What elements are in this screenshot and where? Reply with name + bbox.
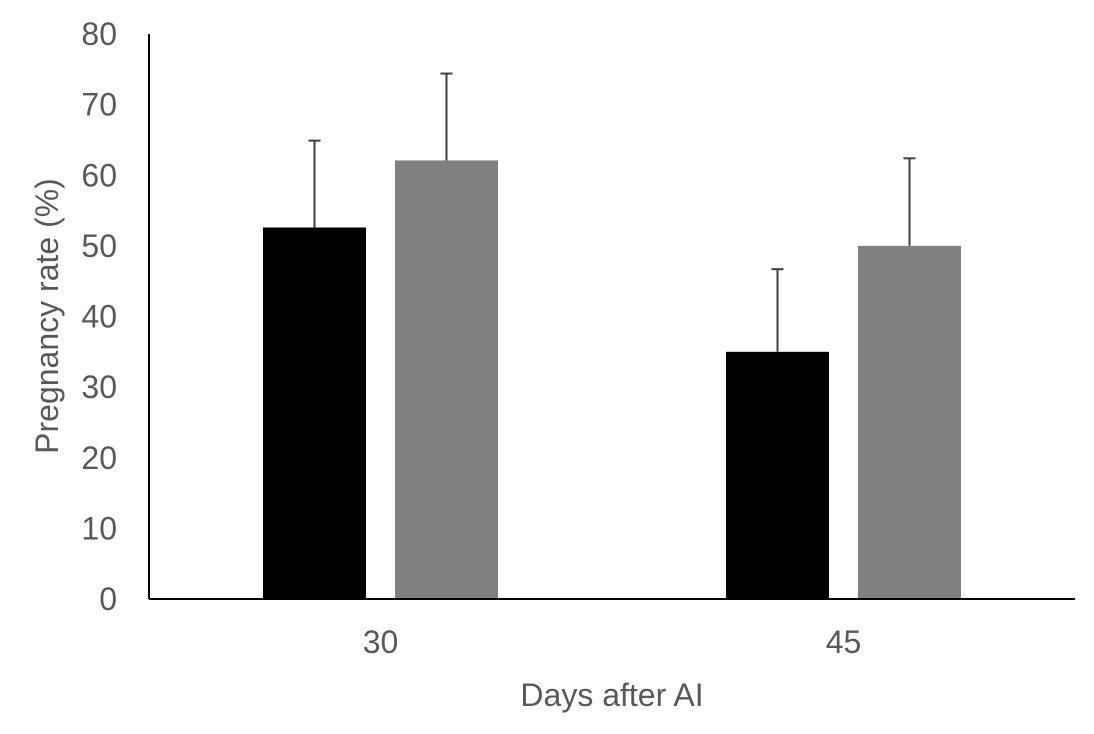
error-bars bbox=[308, 72, 916, 352]
y-tick-label: 20 bbox=[81, 440, 117, 476]
y-tick-label: 80 bbox=[81, 16, 117, 52]
bars bbox=[263, 160, 961, 599]
bar-series-2-30 bbox=[395, 160, 498, 599]
x-axis-title: Days after AI bbox=[520, 677, 703, 713]
x-tick-label: 30 bbox=[363, 624, 399, 660]
x-tick-label: 45 bbox=[826, 624, 862, 660]
y-tick-label: 50 bbox=[81, 228, 117, 264]
bar-series-1-45 bbox=[726, 351, 829, 599]
y-tick-label: 0 bbox=[99, 581, 117, 617]
x-tick-labels: 30 45 bbox=[363, 624, 862, 660]
bar-series-1-30 bbox=[263, 227, 366, 599]
y-tick-label: 30 bbox=[81, 369, 117, 405]
y-tick-label: 10 bbox=[81, 510, 117, 546]
y-tick-label: 60 bbox=[81, 157, 117, 193]
y-axis-title: Pregnancy rate (%) bbox=[29, 178, 65, 454]
y-tick-labels: 0 10 20 30 40 50 60 70 80 bbox=[81, 16, 117, 617]
y-tick-label: 40 bbox=[81, 299, 117, 335]
bar-series-2-45 bbox=[858, 245, 961, 599]
y-tick-label: 70 bbox=[81, 87, 117, 123]
